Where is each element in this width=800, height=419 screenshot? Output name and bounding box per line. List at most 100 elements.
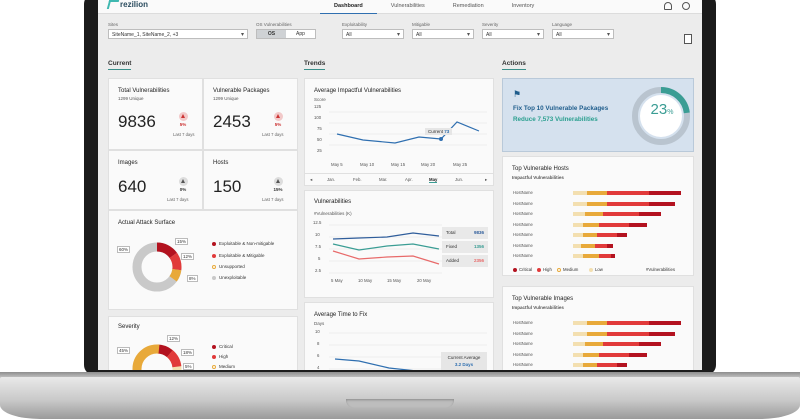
bar-critical[interactable]: [649, 331, 675, 336]
bar-medium[interactable]: [583, 363, 597, 367]
bar-medium[interactable]: [583, 233, 597, 237]
bar-critical[interactable]: [649, 201, 675, 206]
rezilion-logo-icon: [106, 0, 120, 9]
bar-high[interactable]: [597, 363, 617, 367]
month-feb[interactable]: Feb.: [353, 177, 362, 182]
bell-icon[interactable]: [664, 2, 672, 10]
top-vulnerable-hosts-card[interactable]: Top Vulnerable Hosts Impactful Vulnerabi…: [502, 156, 694, 276]
bar-low[interactable]: [573, 321, 587, 325]
bar-high[interactable]: [603, 342, 639, 346]
bar-low[interactable]: [573, 363, 583, 367]
total-vulnerabilities-card[interactable]: Total Vulnerabilities 1299 Unique 9836 5…: [108, 78, 203, 150]
attack-pct-non-mitigable: 15%: [175, 238, 189, 245]
vulnerable-packages-card[interactable]: Vulnerable Packages 1299 Unique 2453 5% …: [203, 78, 298, 150]
avg-time-to-fix-card[interactable]: Average Time to Fix Days 10 8 6 4 Curren…: [304, 302, 494, 370]
bar-medium[interactable]: [587, 201, 607, 206]
bar-low[interactable]: [573, 331, 587, 336]
nav-vulnerabilities[interactable]: Vulnerabilities: [390, 3, 425, 9]
bar-medium[interactable]: [587, 321, 607, 325]
mitigable-select[interactable]: All: [412, 29, 474, 39]
avg-impactful-current-point[interactable]: [439, 137, 443, 141]
bar-low[interactable]: [573, 342, 585, 346]
language-select[interactable]: All: [552, 29, 614, 39]
bar-critical[interactable]: [649, 191, 681, 195]
month-next-button[interactable]: ▸: [485, 177, 488, 182]
language-label: Language: [552, 22, 573, 27]
bar-medium[interactable]: [587, 331, 607, 336]
bar-high[interactable]: [599, 254, 611, 258]
top-vulnerable-images-title: Top Vulnerable Images: [512, 296, 574, 302]
images-card[interactable]: Images 640 0% Last 7 days: [108, 150, 203, 210]
images-title: Images: [118, 160, 138, 166]
bar-high[interactable]: [597, 233, 617, 237]
severity-pct-high: 18%: [181, 349, 195, 356]
bar-high[interactable]: [607, 331, 649, 336]
nav-dashboard[interactable]: Dashboard: [320, 2, 377, 14]
export-document-icon[interactable]: [684, 34, 692, 44]
host-name-label: HostName: [513, 320, 533, 325]
bar-medium[interactable]: [583, 254, 599, 258]
bar-medium[interactable]: [581, 243, 595, 248]
top-vulnerable-images-card[interactable]: Top Vulnerable Images Impactful Vulnerab…: [502, 286, 694, 370]
host-name-label: HostName: [513, 190, 533, 195]
rezilion-logo[interactable]: rezilion: [106, 0, 148, 9]
month-mar[interactable]: Mar.: [379, 177, 388, 182]
bar-critical[interactable]: [607, 243, 613, 248]
bar-low[interactable]: [573, 191, 587, 195]
vulnerable-packages-period: Last 7 days: [262, 132, 284, 137]
attack-surface-donut[interactable]: [129, 239, 185, 295]
bar-medium[interactable]: [587, 191, 607, 195]
bar-critical[interactable]: [629, 352, 647, 357]
bar-low[interactable]: [573, 352, 583, 357]
user-icon[interactable]: [682, 2, 690, 10]
month-jun[interactable]: Jun.: [455, 177, 464, 182]
bar-medium[interactable]: [583, 222, 599, 227]
bar-high[interactable]: [607, 321, 649, 325]
bar-high[interactable]: [603, 212, 639, 216]
bar-critical[interactable]: [617, 363, 627, 367]
avg-impactful-card[interactable]: Average Impactful Vulnerabilities Score …: [304, 78, 494, 186]
bar-critical[interactable]: [639, 212, 661, 216]
os-toggle-os[interactable]: OS: [257, 30, 286, 38]
bar-high[interactable]: [595, 243, 607, 248]
nav-inventory[interactable]: Inventory: [511, 3, 535, 9]
attack-surface-card[interactable]: Actual Attack Surface 60% 15% 12% 8% Exp…: [108, 210, 298, 310]
bar-low[interactable]: [573, 222, 583, 227]
month-prev-button[interactable]: ◂: [310, 177, 313, 182]
filter-bar: Sites SiteName_1, SiteName_2, +3 OS Vuln…: [108, 22, 698, 46]
bar-low[interactable]: [573, 212, 585, 216]
bar-low[interactable]: [573, 201, 587, 206]
fix-packages-action-card[interactable]: ⚑ Fix Top 10 Vulnerable Packages Reduce …: [502, 78, 694, 152]
vulnerabilities-trend-chart[interactable]: [329, 223, 444, 283]
bar-critical[interactable]: [617, 233, 627, 237]
exploitability-select[interactable]: All: [342, 29, 404, 39]
avg-impactful-line: [336, 121, 480, 144]
bar-critical[interactable]: [649, 321, 681, 325]
hosts-card[interactable]: Hosts 150 15% Last 7 days: [203, 150, 298, 210]
severity-donut[interactable]: [129, 341, 185, 370]
sites-select[interactable]: SiteName_1, SiteName_2, +3: [108, 29, 248, 39]
bar-high[interactable]: [599, 352, 629, 357]
severity-select[interactable]: All: [482, 29, 544, 39]
bar-medium[interactable]: [585, 212, 603, 216]
bar-low[interactable]: [573, 254, 583, 258]
host-name-label: HostName: [513, 341, 533, 346]
bar-low[interactable]: [573, 243, 581, 248]
bar-low[interactable]: [573, 233, 583, 237]
bar-medium[interactable]: [585, 342, 603, 346]
avg-impactful-chart[interactable]: [329, 107, 489, 157]
bar-medium[interactable]: [583, 352, 599, 357]
bar-critical[interactable]: [611, 254, 615, 258]
month-may[interactable]: May: [429, 177, 438, 183]
severity-card[interactable]: Severity 45% 12% 18% 5% Critical High Me…: [108, 316, 298, 370]
bar-high[interactable]: [607, 191, 649, 195]
os-toggle-app[interactable]: App: [296, 31, 305, 37]
bar-critical[interactable]: [639, 342, 661, 346]
bar-critical[interactable]: [629, 222, 647, 227]
nav-remediation[interactable]: Remediation: [452, 3, 484, 9]
month-apr[interactable]: Apr.: [405, 177, 413, 182]
bar-high[interactable]: [599, 222, 629, 227]
month-jan[interactable]: Jan.: [327, 177, 336, 182]
vulnerabilities-trend-card[interactable]: Vulnerabilities #Vulnerabilities (K) Tod…: [304, 190, 553, 298]
bar-high[interactable]: [607, 201, 649, 206]
